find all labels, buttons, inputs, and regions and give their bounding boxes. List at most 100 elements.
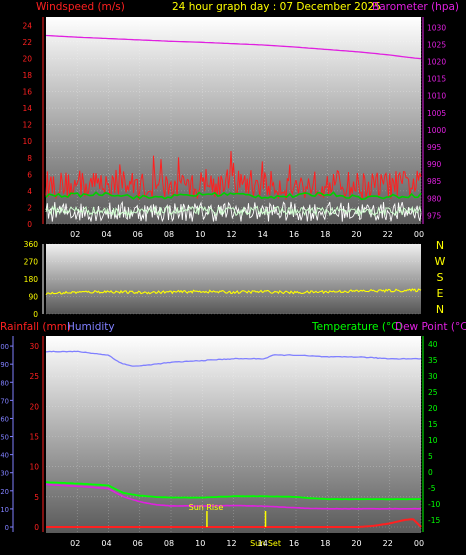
- time-tick-label: 04: [101, 539, 111, 548]
- windspeed-tick-label: 14: [22, 104, 32, 113]
- dewpoint-axis-label: Dew Point (°C): [395, 321, 466, 333]
- graph-title: 24 hour graph day : 07 December 2025: [172, 1, 381, 13]
- time-tick-label: 06: [133, 539, 143, 548]
- rainfall-tick-label: 20: [29, 402, 39, 411]
- barometer-tick-label: 1000: [427, 126, 446, 135]
- panel-background: [46, 17, 421, 224]
- sun-events: Sun Rise Sun Set: [189, 503, 281, 548]
- windspeed-tick-label: 4: [27, 187, 32, 196]
- rainfall-line: [46, 518, 422, 528]
- humidity-tick-label: 30: [0, 470, 9, 478]
- barometer-tick-label: 1005: [427, 109, 446, 118]
- windspeed-tick-label: 0: [27, 220, 32, 229]
- wind-average-line: [45, 191, 422, 201]
- temperature-tick-label: 25: [428, 388, 438, 397]
- climate-series: [45, 350, 422, 528]
- wind-direction-line: [45, 288, 422, 296]
- barometer-line: [45, 34, 422, 60]
- compass-label: W: [435, 255, 446, 268]
- barometer-tick-label: 1015: [427, 75, 446, 84]
- time-tick-label: 08: [164, 230, 174, 239]
- temperature-tick-label: 10: [428, 436, 438, 445]
- windspeed-tick-label: 22: [22, 38, 32, 47]
- rainfall-tick-label: 5: [34, 493, 39, 502]
- windspeed-tick-label: 8: [27, 154, 32, 163]
- time-tick-label: 14: [258, 230, 268, 239]
- time-tick-label: 20: [351, 230, 361, 239]
- time-tick-label: 18: [320, 539, 330, 548]
- direction-tick-label: 0: [33, 310, 38, 319]
- compass-label: S: [437, 271, 444, 284]
- time-tick-label: 02: [70, 230, 80, 239]
- direction-tick-label: 360: [24, 240, 39, 249]
- direction-series: [45, 288, 422, 296]
- temperature-axis-label: Temperature (°C): [311, 321, 403, 333]
- dewpoint-line: [45, 483, 422, 510]
- barometer-tick-label: 995: [427, 143, 442, 152]
- wind-gust-line: [45, 150, 422, 200]
- rainfall-tick-label: 15: [29, 433, 39, 442]
- time-tick-label: 00: [414, 539, 424, 548]
- barometer-ticks: 975 980 985 990 995 1000 1005 1010 1015 1020 1025 1…: [427, 23, 446, 220]
- rainfall-tick-label: 0: [34, 523, 39, 532]
- compass-label: E: [437, 287, 444, 300]
- windspeed-tick-label: 12: [22, 121, 32, 130]
- temperature-tick-label: 35: [428, 356, 438, 365]
- temperature-tick-label: 40: [428, 340, 438, 349]
- wind-speed-line: [45, 200, 422, 223]
- time-tick-label: 22: [383, 539, 393, 548]
- windspeed-tick-label: 18: [22, 71, 32, 80]
- panel-background: [46, 336, 421, 533]
- temperature-tick-label: -15: [428, 516, 440, 525]
- humidity-tick-label: 0: [5, 524, 9, 532]
- humidity-tick-label: 90: [0, 361, 9, 369]
- windspeed-axis-label: Windspeed (m/s): [36, 1, 125, 13]
- sun-event-label: Sun Set: [250, 539, 281, 548]
- time-tick-label: 16: [289, 539, 299, 548]
- humidity-tick-label: 20: [0, 488, 9, 496]
- rainfall-tick-label: 25: [29, 372, 39, 381]
- temperature-tick-label: 20: [428, 404, 438, 413]
- humidity-axis-label: Humidity: [67, 321, 115, 333]
- humidity-tick-label: 60: [0, 415, 9, 423]
- time-tick-label: 08: [164, 539, 174, 548]
- rainfall-tick-label: 10: [29, 463, 39, 472]
- wind-speed-average-line: [45, 204, 422, 218]
- barometer-tick-label: 1010: [427, 92, 446, 101]
- temperature-tick-label: 30: [428, 372, 438, 381]
- windspeed-tick-label: 6: [27, 170, 32, 179]
- barometer-tick-label: 1030: [427, 23, 446, 32]
- direction-ticks: 0 90 180 270 360: [24, 240, 39, 319]
- panel-background: [46, 244, 421, 314]
- time-tick-label: 16: [289, 230, 299, 239]
- barometer-tick-label: 985: [427, 177, 442, 186]
- humidity-tick-label: 10: [0, 506, 9, 514]
- temperature-ticks: -15 -10 -5 0 5 10 15 20 25 30 35 40: [428, 340, 440, 525]
- windspeed-tick-label: 2: [27, 203, 32, 212]
- barometer-tick-label: 1025: [427, 40, 446, 49]
- barometer-tick-label: 975: [427, 211, 442, 220]
- time-tick-label: 06: [133, 230, 143, 239]
- time-tick-label: 10: [195, 230, 205, 239]
- compass-label: N: [436, 303, 444, 316]
- time-tick-label: 18: [320, 230, 330, 239]
- sun-event-label: Sun Rise: [189, 503, 224, 512]
- temperature-tick-label: 5: [428, 452, 433, 461]
- humidity-ticks: 0 10 20 30 40 50 60 70 80 90 100: [0, 343, 13, 532]
- time-tick-label: 12: [226, 230, 236, 239]
- humidity-tick-label: 80: [0, 379, 9, 387]
- time-tick-label: 02: [70, 539, 80, 548]
- time-axis-ticks: 02 04 06 08 10 12 14 16 18 20 22 00: [70, 230, 424, 239]
- rainfall-axis-label: Rainfall (mm): [0, 321, 71, 333]
- humidity-tick-label: 70: [0, 397, 9, 405]
- temperature-line: [45, 481, 422, 501]
- windspeed-tick-label: 20: [22, 54, 32, 63]
- time-tick-label: 20: [351, 539, 361, 548]
- time-tick-label: 12: [226, 539, 236, 548]
